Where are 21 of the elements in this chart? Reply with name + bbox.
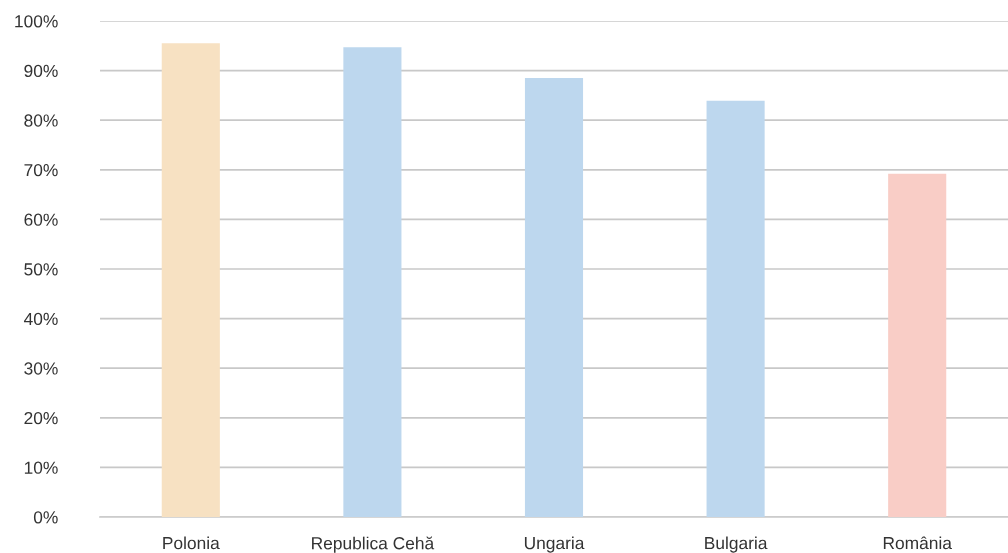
y-tick-label: 0%: [33, 511, 58, 524]
y-tick-label: 40%: [23, 312, 58, 326]
x-tick-label: Bulgaria: [705, 536, 768, 553]
y-tick-label: 20%: [24, 411, 58, 425]
x-tick-label: România: [883, 536, 952, 550]
x-tick-label: Republica Cehă: [312, 536, 435, 553]
y-tick-label: 50%: [24, 263, 58, 276]
bar: [524, 78, 584, 517]
bar: [161, 43, 220, 517]
y-tick-label: 10%: [24, 461, 58, 474]
bar: [888, 173, 947, 517]
y-tick-label: 70%: [24, 163, 58, 177]
bar: [343, 47, 402, 517]
x-tick-label: Ungaria: [524, 536, 585, 553]
y-tick-label: 60%: [24, 213, 58, 226]
bar: [706, 100, 765, 517]
x-tick-label: Polonia: [163, 536, 220, 550]
y-tick-label: 30%: [24, 362, 58, 375]
y-tick-label: 90%: [24, 64, 58, 78]
y-tick-label: 100%: [15, 15, 58, 28]
y-tick-label: 80%: [24, 114, 58, 127]
